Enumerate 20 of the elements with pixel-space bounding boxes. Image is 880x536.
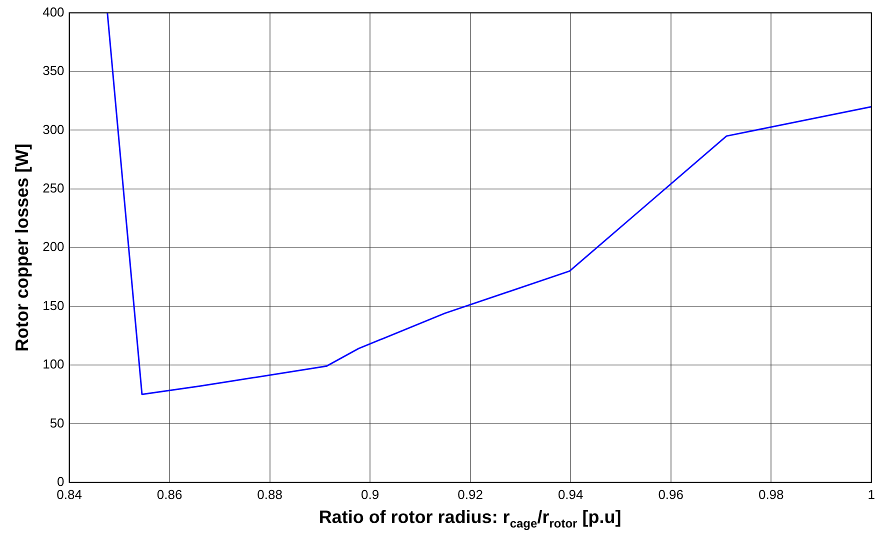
y-tick-label: 100 (42, 356, 64, 372)
x-tick-label: 0.94 (558, 486, 584, 502)
x-tick-label: 0.92 (458, 486, 483, 502)
x-tick-label: 0.98 (758, 486, 784, 502)
y-axis-title: Rotor copper losses [W] (12, 144, 32, 352)
y-tick-label: 300 (42, 122, 64, 137)
y-tick-label: 400 (42, 4, 64, 20)
y-tick-label: 50 (50, 415, 64, 430)
x-tick-label: 0.96 (658, 486, 684, 502)
x-tick-label: 0.88 (257, 486, 282, 502)
y-tick-label: 200 (42, 239, 64, 254)
y-tick-label: 250 (42, 180, 64, 196)
x-axis-title: Ratio of rotor radius: r$_{cage}$/r$_{rotor}$ [p.u] (318, 507, 622, 531)
y-tick-label: 0 (57, 474, 64, 489)
x-tick-label: 1 (868, 486, 875, 502)
y-tick-label: 150 (42, 298, 64, 313)
x-tick-label: 0.9 (361, 486, 380, 502)
y-tick-label: 350 (42, 63, 64, 78)
x-tick-label: 0.86 (156, 486, 182, 502)
x-tick-label: 0.84 (56, 486, 82, 502)
